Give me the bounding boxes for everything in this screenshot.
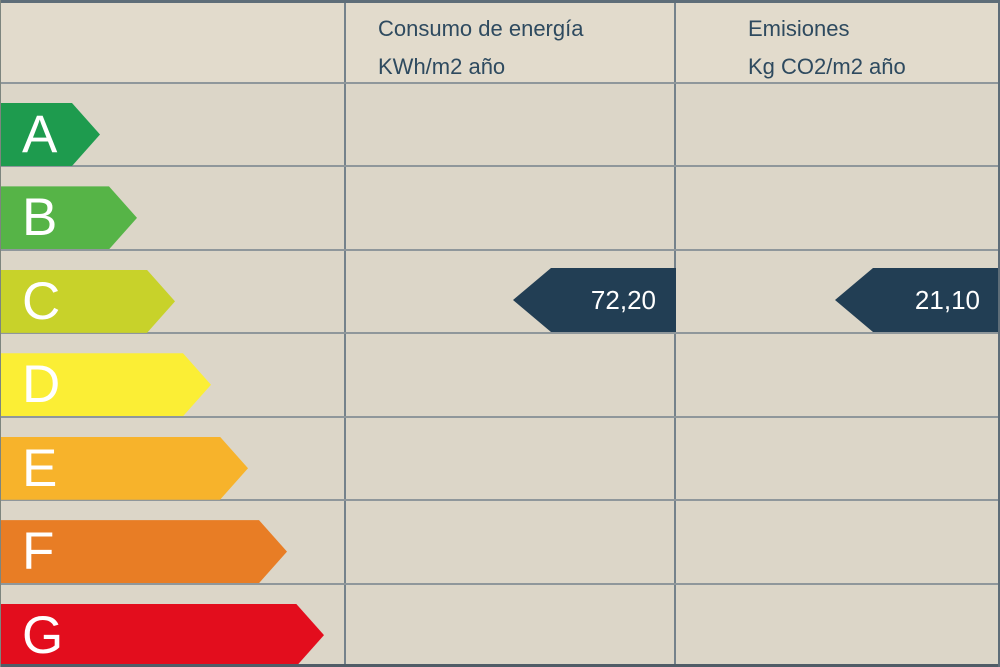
row-grid-line-6 (0, 582, 1000, 585)
emissions-header-line1: Emisiones (748, 16, 850, 41)
rating-arrow-b: B (0, 186, 137, 249)
outer-border-right (998, 0, 1000, 667)
rating-arrow-d: D (0, 353, 211, 416)
outer-border-left (0, 0, 1, 667)
consumption-column-header: Consumo de energía KWh/m2 año (378, 10, 583, 86)
outer-border-top (0, 0, 1000, 3)
rating-arrow-c: C (0, 270, 175, 333)
row-grid-line-3 (0, 332, 1000, 335)
emissions-value: 21,10 (914, 285, 980, 315)
emissions-header-line2: Kg CO2/m2 año (748, 54, 906, 79)
rating-arrow-g: G (0, 604, 324, 667)
row-grid-line-5 (0, 499, 1000, 502)
consumption-header-line1: Consumo de energía (378, 16, 584, 41)
rating-letter-a: A (22, 105, 58, 164)
header-band (0, 0, 1000, 83)
outer-border-bottom (0, 664, 1000, 667)
rating-letter-b: B (22, 188, 58, 248)
consumption-header-line2: KWh/m2 año (378, 54, 506, 79)
emissions-column-header: Emisiones Kg CO2/m2 año (748, 10, 906, 86)
rating-arrow-a: A (0, 103, 100, 166)
rating-letter-f: F (22, 522, 55, 582)
rating-letter-g: G (22, 605, 64, 665)
consumption-value-arrow: 72,20 (513, 268, 676, 332)
consumption-value: 72,20 (590, 285, 656, 315)
rating-arrow-e: E (0, 437, 248, 500)
rating-arrow-f: F (0, 520, 287, 583)
row-grid-line-1 (0, 165, 1000, 168)
row-grid-line-0 (0, 82, 1000, 84)
rating-letter-d: D (22, 355, 61, 415)
rating-letter-c: C (22, 271, 61, 331)
row-grid-line-2 (0, 248, 1000, 251)
emissions-value-arrow: 21,10 (835, 268, 1000, 332)
row-grid-line-4 (0, 415, 1000, 418)
rating-letter-e: E (22, 438, 58, 498)
